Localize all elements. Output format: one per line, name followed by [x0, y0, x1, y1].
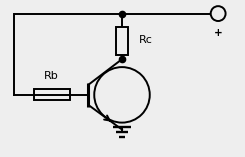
Circle shape: [94, 67, 150, 123]
Text: +: +: [214, 28, 222, 38]
Bar: [116, 27, 128, 55]
Circle shape: [211, 6, 226, 21]
Bar: [34, 89, 71, 100]
Text: Rc: Rc: [139, 35, 153, 45]
Text: Rb: Rb: [44, 71, 59, 81]
